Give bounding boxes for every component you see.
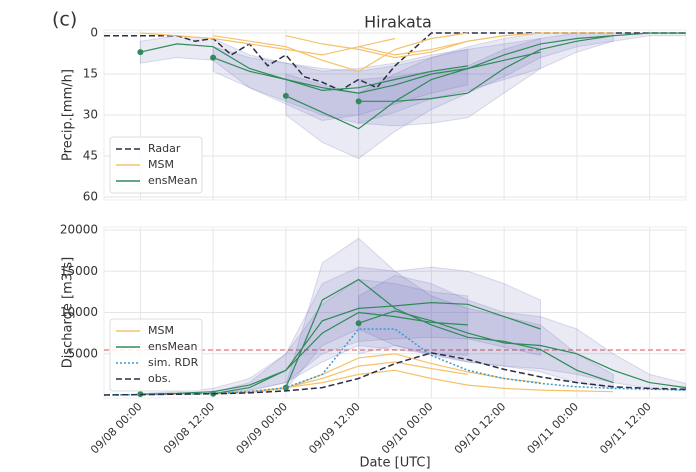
run-line: [285, 369, 614, 393]
chart-title: Hirakata: [364, 13, 432, 32]
run-start: [210, 54, 217, 61]
y-tick-label: 10000: [60, 305, 98, 319]
y-tick-label: 60: [83, 190, 98, 204]
run-start: [355, 98, 362, 105]
y-tick-label: 0: [90, 26, 98, 40]
x-tick-label: 09/08 00:00: [88, 400, 145, 457]
y-tick-label: 20000: [60, 223, 98, 237]
x-tick-label: 09/10 12:00: [452, 400, 509, 457]
x-tick-label: 09/09 12:00: [306, 400, 363, 457]
legend-label: ensMean: [148, 174, 197, 187]
y-axis-label: Precip.[mm/h]: [61, 69, 76, 161]
x-axis-label: Date [UTC]: [359, 456, 430, 471]
spread-band: [212, 266, 541, 395]
run-line: [212, 51, 541, 94]
x-tick-label: 09/11 00:00: [525, 400, 582, 457]
y-tick-label: 15: [83, 67, 98, 81]
run-line: [358, 32, 614, 56]
y-tick-label: 45: [83, 149, 98, 163]
series-line: [104, 32, 686, 92]
legend-label: Radar: [148, 142, 181, 155]
spread-band: [139, 35, 469, 122]
legend-label: MSM: [148, 158, 174, 171]
run-line: [213, 353, 541, 395]
run-line: [140, 311, 468, 395]
plot-area: [104, 237, 686, 398]
y-tick-label: 5000: [67, 346, 98, 360]
spread-band: [285, 237, 614, 391]
y-tick-label: 30: [83, 108, 98, 122]
y-axis-label: Discharge [m3/s]: [61, 257, 76, 368]
run-line: [140, 43, 468, 92]
run-line: [285, 35, 614, 130]
run-line: [358, 310, 686, 389]
legend-label: sim. RDR: [148, 356, 199, 369]
spread-band: [358, 274, 686, 392]
plot-area: [104, 32, 686, 160]
legend-label: ensMean: [148, 340, 197, 353]
x-tick-label: 09/08 12:00: [161, 400, 218, 457]
run-start: [282, 92, 289, 99]
x-tick-label: 09/11 12:00: [597, 400, 654, 457]
x-tick-label: 09/09 00:00: [234, 400, 291, 457]
legend-box: [109, 136, 203, 194]
run-line: [285, 278, 614, 388]
run-start: [137, 49, 144, 56]
legend-label: MSM: [148, 324, 174, 337]
run-line: [213, 32, 468, 72]
run-start: [355, 320, 362, 327]
legend-label: obs.: [148, 372, 171, 385]
spread-band: [358, 32, 686, 127]
run-start: [282, 384, 289, 391]
series-line: [104, 328, 686, 396]
x-tick-label: 09/10 00:00: [379, 400, 436, 457]
run-line: [358, 32, 686, 102]
run-line: [212, 301, 541, 395]
legend-box: [109, 318, 203, 392]
panel-label: (c): [52, 9, 77, 31]
y-tick-label: 15000: [60, 264, 98, 278]
